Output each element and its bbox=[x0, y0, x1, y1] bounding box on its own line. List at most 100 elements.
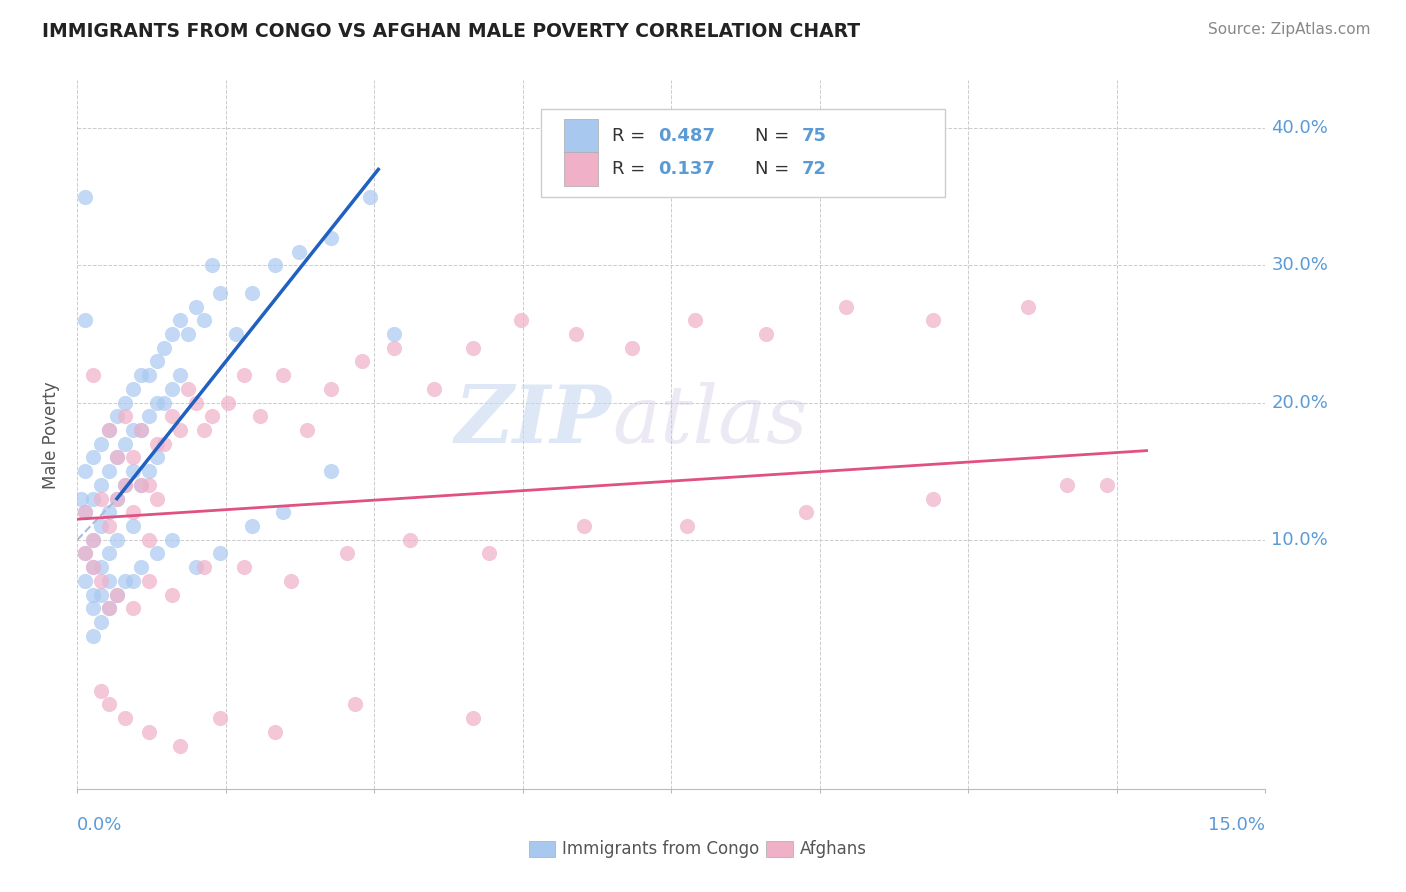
Point bbox=[271, 505, 294, 519]
Point bbox=[138, 368, 160, 383]
Point bbox=[921, 491, 943, 506]
Point bbox=[90, 588, 112, 602]
Text: Afghans: Afghans bbox=[800, 840, 866, 858]
Text: 30.0%: 30.0% bbox=[1271, 257, 1329, 275]
Bar bbox=[766, 841, 793, 857]
Point bbox=[343, 698, 366, 712]
Point bbox=[193, 423, 215, 437]
Point bbox=[121, 574, 143, 588]
Text: N =: N = bbox=[755, 128, 794, 145]
Text: 40.0%: 40.0% bbox=[1271, 120, 1329, 137]
Point bbox=[1056, 478, 1078, 492]
Point bbox=[82, 533, 104, 547]
Point bbox=[90, 683, 112, 698]
Point bbox=[75, 547, 97, 561]
Point bbox=[217, 395, 239, 409]
Point bbox=[82, 601, 104, 615]
Point bbox=[98, 505, 121, 519]
Point bbox=[121, 450, 143, 465]
Point bbox=[105, 491, 128, 506]
Point bbox=[145, 354, 167, 368]
Text: atlas: atlas bbox=[612, 382, 807, 459]
Point bbox=[280, 574, 302, 588]
Point bbox=[138, 409, 160, 424]
Point bbox=[145, 450, 167, 465]
Point bbox=[90, 560, 112, 574]
Point bbox=[82, 491, 104, 506]
Text: Immigrants from Congo: Immigrants from Congo bbox=[562, 840, 759, 858]
Text: IMMIGRANTS FROM CONGO VS AFGHAN MALE POVERTY CORRELATION CHART: IMMIGRANTS FROM CONGO VS AFGHAN MALE POV… bbox=[42, 22, 860, 41]
Point bbox=[105, 588, 128, 602]
Point bbox=[121, 601, 143, 615]
Point bbox=[105, 491, 128, 506]
Point bbox=[138, 574, 160, 588]
Point bbox=[382, 326, 405, 341]
Text: 0.487: 0.487 bbox=[658, 128, 716, 145]
Point bbox=[75, 574, 97, 588]
Point bbox=[121, 519, 143, 533]
Point bbox=[193, 560, 215, 574]
Point bbox=[98, 519, 121, 533]
Text: 15.0%: 15.0% bbox=[1208, 816, 1265, 834]
Point bbox=[162, 409, 184, 424]
Point bbox=[478, 547, 501, 561]
Point bbox=[359, 190, 381, 204]
Point bbox=[82, 368, 104, 383]
Point bbox=[90, 519, 112, 533]
Text: 0.0%: 0.0% bbox=[77, 816, 122, 834]
Point bbox=[232, 368, 254, 383]
Point bbox=[169, 739, 191, 753]
Point bbox=[153, 341, 176, 355]
Point bbox=[186, 300, 208, 314]
Point bbox=[177, 382, 200, 396]
Point bbox=[75, 313, 97, 327]
Point bbox=[382, 341, 405, 355]
Y-axis label: Male Poverty: Male Poverty bbox=[42, 381, 60, 489]
Point bbox=[121, 423, 143, 437]
Point bbox=[138, 533, 160, 547]
Point bbox=[177, 326, 200, 341]
Point bbox=[509, 313, 531, 327]
Point bbox=[105, 450, 128, 465]
Point bbox=[336, 547, 359, 561]
Point bbox=[98, 601, 121, 615]
Point bbox=[145, 395, 167, 409]
Text: R =: R = bbox=[612, 128, 651, 145]
Point bbox=[114, 409, 136, 424]
Point bbox=[249, 409, 271, 424]
Point bbox=[70, 491, 93, 506]
Point bbox=[1017, 300, 1039, 314]
Point bbox=[98, 464, 121, 478]
Point bbox=[399, 533, 422, 547]
Point bbox=[755, 326, 778, 341]
Point bbox=[129, 560, 152, 574]
Text: N =: N = bbox=[755, 160, 794, 178]
Point bbox=[121, 505, 143, 519]
Point bbox=[921, 313, 943, 327]
Point bbox=[463, 711, 485, 725]
Point bbox=[114, 395, 136, 409]
Point bbox=[129, 423, 152, 437]
Point bbox=[98, 423, 121, 437]
Point bbox=[75, 190, 97, 204]
Point bbox=[352, 354, 374, 368]
Point bbox=[138, 464, 160, 478]
Point bbox=[162, 588, 184, 602]
Point bbox=[129, 478, 152, 492]
Point bbox=[295, 423, 318, 437]
Text: Source: ZipAtlas.com: Source: ZipAtlas.com bbox=[1208, 22, 1371, 37]
Point bbox=[169, 423, 191, 437]
Point bbox=[114, 436, 136, 450]
Text: R =: R = bbox=[612, 160, 657, 178]
Bar bbox=[529, 841, 555, 857]
Point bbox=[186, 395, 208, 409]
Point bbox=[208, 547, 231, 561]
Point bbox=[138, 478, 160, 492]
Point bbox=[240, 285, 263, 300]
Point bbox=[90, 491, 112, 506]
Point bbox=[271, 368, 294, 383]
Point bbox=[138, 724, 160, 739]
FancyBboxPatch shape bbox=[541, 109, 945, 197]
Point bbox=[201, 409, 224, 424]
Point bbox=[121, 382, 143, 396]
